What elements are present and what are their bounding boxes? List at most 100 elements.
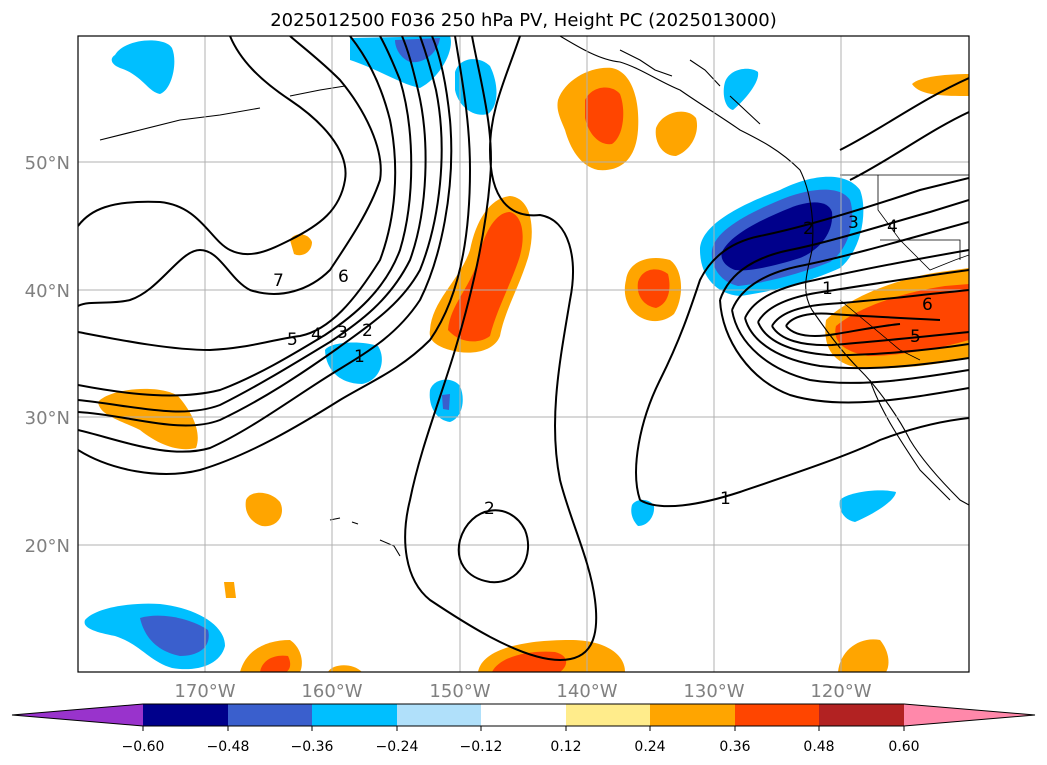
pos-blob-ak <box>655 111 698 156</box>
lon-label: 150°W <box>429 681 490 702</box>
contour-east-3 <box>731 221 969 384</box>
pos-blob-south-1-core <box>260 655 291 672</box>
contour-east-5 <box>757 269 969 357</box>
pos-blob-sw-coast-core <box>835 284 969 356</box>
map-title: 2025012500 F036 250 hPa PV, Height PC (2… <box>270 10 777 31</box>
coastlines <box>99 36 969 557</box>
neg-blob-c2-core <box>442 394 450 410</box>
lat-label: 40°N <box>25 281 70 302</box>
pos-blob-south-2-core <box>492 651 567 672</box>
pos-blob-south-3 <box>838 639 889 672</box>
lon-labels: 170°W 160°W 150°W 140°W 130°W 120°W <box>174 681 871 702</box>
lat-label: 50°N <box>25 153 70 174</box>
colorbar-swatch <box>819 704 904 726</box>
hawaii <box>329 517 401 557</box>
contour-east-7 <box>785 312 941 337</box>
contour-label-group: 7 6 5 4 3 2 1 2 1 1 2 3 4 6 5 <box>273 213 933 519</box>
colorbar-tick: −0.12 <box>460 739 503 755</box>
neg-blob-sw-core <box>140 615 209 656</box>
contour-label: 6 <box>922 295 933 315</box>
colorbar-swatch <box>650 704 735 726</box>
pos-blob-aleutian-core <box>585 87 624 145</box>
neg-blob-gulf <box>455 59 497 115</box>
lon-label: 160°W <box>301 681 362 702</box>
contour-2-ring <box>457 509 530 584</box>
contour-4 <box>78 36 413 397</box>
pos-blob-east-core <box>637 269 670 308</box>
contour-label: 1 <box>822 279 833 299</box>
colorbar-swatch <box>735 704 819 726</box>
colorbar-tick: −0.60 <box>122 739 165 755</box>
contour-label: 1 <box>354 347 365 367</box>
colorbar-swatch <box>143 704 228 726</box>
neg-blob-pnw-core <box>721 202 833 271</box>
contour-label: 2 <box>803 219 814 239</box>
contour-label: 3 <box>337 323 348 343</box>
colorbar-tick: 0.12 <box>550 739 581 755</box>
contour-2 <box>78 36 443 427</box>
pos-blob-south-4 <box>328 665 362 672</box>
colorbar-under-arrow <box>12 704 143 726</box>
colorbar-tick: −0.48 <box>207 739 250 755</box>
pos-blob-small-3 <box>224 582 236 598</box>
contour-east-4 <box>744 249 969 370</box>
aleutians <box>99 85 346 141</box>
neg-blob-bc <box>723 68 759 110</box>
lat-label: 20°N <box>25 536 70 557</box>
contour-east-2 <box>719 199 969 404</box>
contour-east-1 <box>635 177 969 508</box>
contour-label: 3 <box>848 213 859 233</box>
alaska-islands <box>619 49 761 125</box>
contour-3 <box>78 36 427 413</box>
contour-label: 4 <box>311 325 322 345</box>
height-contours <box>78 36 969 662</box>
pos-blob-ne-corner <box>912 74 969 96</box>
colorbar-swatch <box>566 704 650 726</box>
lon-label: 120°W <box>810 681 871 702</box>
contour-label: 2 <box>362 321 373 341</box>
contour-ne <box>839 77 969 181</box>
colorbar-over-arrow <box>904 704 1035 726</box>
colorbar-tick: 0.48 <box>803 739 834 755</box>
colorbar-tick: 0.24 <box>634 739 665 755</box>
contour-label: 5 <box>910 327 921 347</box>
colorbar-swatch <box>312 704 397 726</box>
pos-blob-small-2 <box>245 492 282 527</box>
lat-labels: 50°N 40°N 30°N 20°N <box>25 153 70 557</box>
pos-blob-west-pacific <box>98 388 198 450</box>
contour-5 <box>78 36 397 352</box>
map-plot-area: 7 6 5 4 3 2 1 2 1 1 2 3 4 6 5 <box>78 36 969 672</box>
pv-shading <box>84 36 969 672</box>
neg-blob-c1 <box>325 342 382 384</box>
colorbar-swatch <box>481 704 566 726</box>
contour-0 <box>78 36 472 475</box>
north-america-coast <box>559 36 969 506</box>
lon-label: 140°W <box>556 681 617 702</box>
colorbar-tick: −0.24 <box>376 739 419 755</box>
neg-blob-s2 <box>839 490 896 522</box>
neg-blob-n-core <box>395 38 440 63</box>
baja <box>869 379 951 501</box>
contour-east-6 <box>771 289 969 347</box>
contour-label: 4 <box>887 217 898 237</box>
contour-7 <box>78 36 347 256</box>
contour-label: 2 <box>484 499 495 519</box>
colorbar: −0.60 −0.48 −0.36 −0.24 −0.12 0.12 0.24 … <box>11 703 1036 755</box>
colorbar-tick: 0.36 <box>719 739 750 755</box>
contour-label: 5 <box>287 330 298 350</box>
colorbar-tick: −0.36 <box>291 739 334 755</box>
contour-main-trough <box>404 36 598 662</box>
lat-label: 30°N <box>25 408 70 429</box>
neg-blob-s1 <box>631 499 655 526</box>
pos-blob-small-1 <box>290 234 312 256</box>
contour-1 <box>78 36 453 453</box>
colorbar-swatch <box>228 704 312 726</box>
lon-label: 170°W <box>174 681 235 702</box>
contour-label: 7 <box>273 271 284 291</box>
contour-6 <box>78 36 382 307</box>
lon-label: 130°W <box>683 681 744 702</box>
colorbar-tick: 0.60 <box>888 739 919 755</box>
neg-blob-nw <box>111 40 175 94</box>
colorbar-swatch <box>397 704 481 726</box>
